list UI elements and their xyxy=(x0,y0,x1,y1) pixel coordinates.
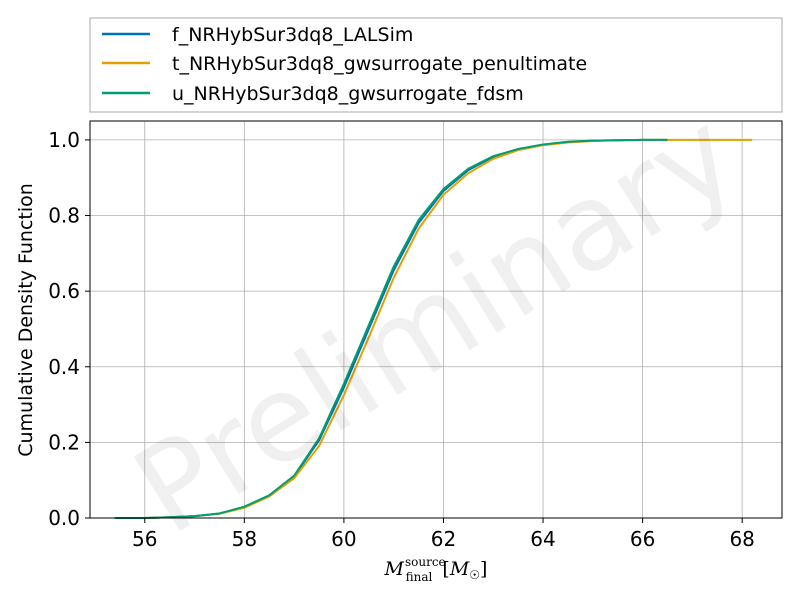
legend-label-0: f_NRHybSur3dq8_LALSim xyxy=(172,24,413,46)
x-tick-label-0: 56 xyxy=(132,527,157,551)
y-tick-label-3: 0.6 xyxy=(48,279,80,303)
series-lines xyxy=(114,138,753,519)
x-tick-label-4: 64 xyxy=(530,527,555,551)
legend: f_NRHybSur3dq8_LALSim t_NRHybSur3dq8_gws… xyxy=(89,17,783,113)
legend-label-1: t_NRHybSur3dq8_gwsurrogate_penultimate xyxy=(172,53,587,75)
x-axis-label: Msource final [M☉] xyxy=(384,555,488,584)
y-tick-label-5: 1.0 xyxy=(48,128,80,152)
x-tick-label-1: 58 xyxy=(232,527,257,551)
x-tick-label-3: 62 xyxy=(431,527,456,551)
ticks: 56 58 60 62 64 66 68 0.0 0.2 0.4 0.6 0.8 1.0 xyxy=(48,128,755,551)
y-tick-label-4: 0.8 xyxy=(48,204,80,228)
plot-frame xyxy=(89,120,783,519)
y-tick-label-2: 0.4 xyxy=(48,355,80,379)
x-tick-label-5: 66 xyxy=(630,527,655,551)
y-axis-label: Cumulative Density Function xyxy=(15,183,37,457)
y-tick-label-1: 0.2 xyxy=(48,430,80,454)
x-tick-label-6: 68 xyxy=(729,527,754,551)
legend-frame xyxy=(89,17,783,113)
plot-area: Preliminary 56 58 60 62 64 66 680.00.20.40.60.… xyxy=(48,85,783,562)
y-tick-label-0: 0.0 xyxy=(48,506,80,530)
x-tick-label-2: 60 xyxy=(331,527,356,551)
plot-background xyxy=(90,121,782,518)
legend-label-2: u_NRHybSur3dq8_gwsurrogate_fdsm xyxy=(172,83,524,105)
series-line-2 xyxy=(114,138,668,519)
